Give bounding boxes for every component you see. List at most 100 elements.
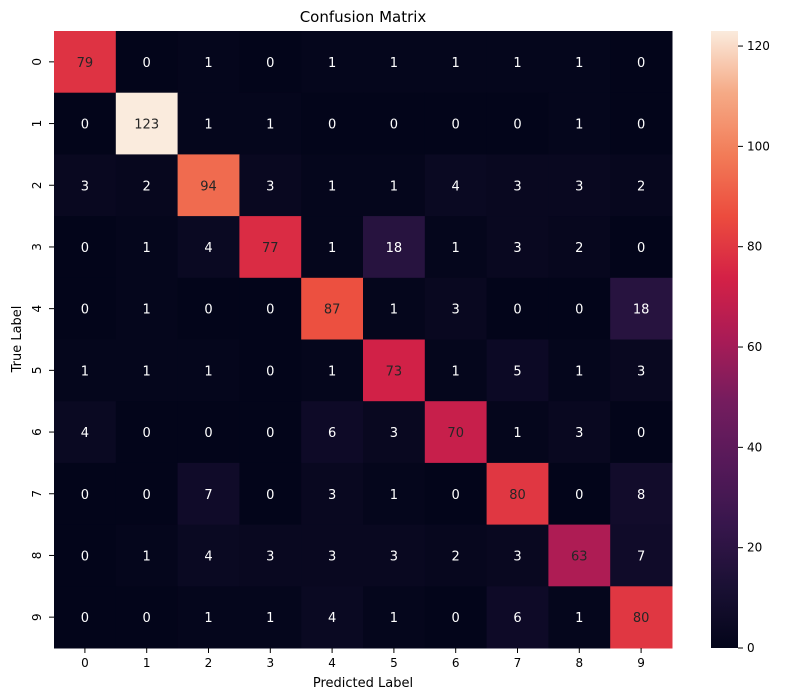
- heatmap-cell: [54, 92, 117, 155]
- y-tick-label: 7: [30, 490, 44, 498]
- heatmap-cell: [115, 154, 179, 217]
- heatmap-cell: [363, 339, 426, 402]
- cell-value: 0: [637, 118, 645, 133]
- cell-value: 63: [571, 549, 588, 564]
- heatmap-cell: [363, 31, 426, 94]
- heatmap-cell: [239, 277, 302, 340]
- heatmap-cell: [363, 154, 426, 217]
- cell-value: 6: [328, 426, 336, 441]
- cell-value: 4: [204, 241, 212, 256]
- heatmap-cell: [177, 92, 240, 155]
- heatmap-cell: [363, 92, 426, 155]
- heatmap-cell: [301, 339, 364, 402]
- y-tick-label: 5: [30, 367, 44, 375]
- cell-value: 7: [637, 549, 645, 564]
- heatmap-cell: [548, 586, 611, 649]
- x-tick-label: 1: [143, 656, 151, 670]
- cell-value: 4: [328, 611, 336, 626]
- cell-value: 0: [143, 426, 151, 441]
- cell-value: 0: [143, 56, 151, 71]
- cell-value: 1: [452, 241, 460, 256]
- heatmap-cell: [610, 92, 673, 155]
- heatmap-cell: [363, 277, 426, 340]
- heatmap-cell: [54, 339, 117, 402]
- cell-value: 1: [513, 426, 521, 441]
- heatmap-cell: [610, 154, 673, 217]
- heatmap-cell: [486, 462, 549, 526]
- cell-value: 1: [266, 611, 274, 626]
- cell-value: 3: [452, 303, 460, 318]
- heatmap-cell: [301, 462, 364, 526]
- cell-value: 1: [204, 364, 212, 379]
- heatmap-cell: [548, 31, 611, 94]
- cell-value: 73: [386, 364, 403, 379]
- colorbar-tick-label: 0: [747, 641, 755, 655]
- cell-value: 1: [452, 364, 460, 379]
- heatmap-cell: [486, 524, 549, 587]
- cell-value: 4: [452, 179, 460, 194]
- heatmap-cell: [301, 216, 364, 279]
- heatmap-cell: [610, 31, 673, 94]
- cell-value: 3: [575, 426, 583, 441]
- heatmap-cell: [301, 154, 364, 217]
- heatmap-cell: [486, 277, 549, 340]
- heatmap-cell: [115, 216, 179, 279]
- heatmap-cell: [610, 216, 673, 279]
- heatmap-cell: [548, 92, 611, 155]
- cell-value: 0: [513, 303, 521, 318]
- cell-value: 1: [328, 179, 336, 194]
- cell-value: 3: [266, 549, 274, 564]
- cell-value: 18: [633, 303, 650, 318]
- heatmap-cell: [115, 462, 179, 526]
- cell-value: 2: [143, 179, 151, 194]
- heatmap-cell: [424, 339, 488, 402]
- colorbar: [711, 31, 738, 648]
- cell-value: 0: [266, 364, 274, 379]
- heatmap-cell: [486, 31, 549, 94]
- heatmap-cell: [115, 92, 179, 155]
- y-axis-label: True Label: [10, 306, 25, 374]
- cell-value: 1: [143, 364, 151, 379]
- y-tick-label: 8: [30, 552, 44, 560]
- heatmap-cell: [424, 401, 488, 464]
- heatmap-cell: [548, 339, 611, 402]
- cell-value: 3: [513, 241, 521, 256]
- cell-value: 0: [452, 611, 460, 626]
- cell-value: 3: [328, 488, 336, 503]
- x-tick-label: 4: [328, 656, 336, 670]
- cell-value: 0: [328, 118, 336, 133]
- heatmap-cell: [177, 339, 240, 402]
- heatmap-cell: [54, 524, 117, 587]
- heatmap-cell: [548, 524, 611, 587]
- cell-value: 6: [513, 611, 521, 626]
- cell-value: 80: [633, 611, 650, 626]
- heatmap-cell: [54, 31, 117, 94]
- cell-value: 0: [513, 118, 521, 133]
- cell-value: 1: [143, 303, 151, 318]
- heatmap-cell: [424, 277, 488, 340]
- heatmap-cell: [424, 31, 488, 94]
- heatmap-cell: [115, 277, 179, 340]
- x-tick-label: 8: [575, 656, 583, 670]
- cell-annotations: 79 0 1 0 1 1 1 1 1 00 123 1 1 0 0 0 0 1 03 2 94 3 1 1 4 3 3 20 1 4 77 1…: [77, 56, 650, 626]
- heatmap-cell: [54, 154, 117, 217]
- colorbar-ticks: 0 20 40 60 80 100 120: [738, 39, 770, 655]
- x-tick-label: 3: [266, 656, 274, 670]
- cell-value: 0: [390, 118, 398, 133]
- cell-value: 3: [266, 179, 274, 194]
- colorbar-tick-label: 120: [747, 39, 770, 53]
- cell-value: 0: [637, 426, 645, 441]
- heatmap-cell: [115, 586, 179, 649]
- heatmap-cell: [610, 586, 673, 649]
- cell-value: 1: [575, 364, 583, 379]
- cell-value: 79: [77, 56, 94, 71]
- heatmap-cell: [424, 92, 488, 155]
- colorbar-tick-label: 60: [747, 340, 762, 354]
- heatmap-cells: [54, 31, 673, 649]
- heatmap-cell: [486, 92, 549, 155]
- colorbar-tick-label: 80: [747, 240, 762, 254]
- x-tick-label: 5: [390, 656, 398, 670]
- cell-value: 3: [81, 179, 89, 194]
- cell-value: 87: [324, 303, 341, 318]
- cell-value: 1: [390, 179, 398, 194]
